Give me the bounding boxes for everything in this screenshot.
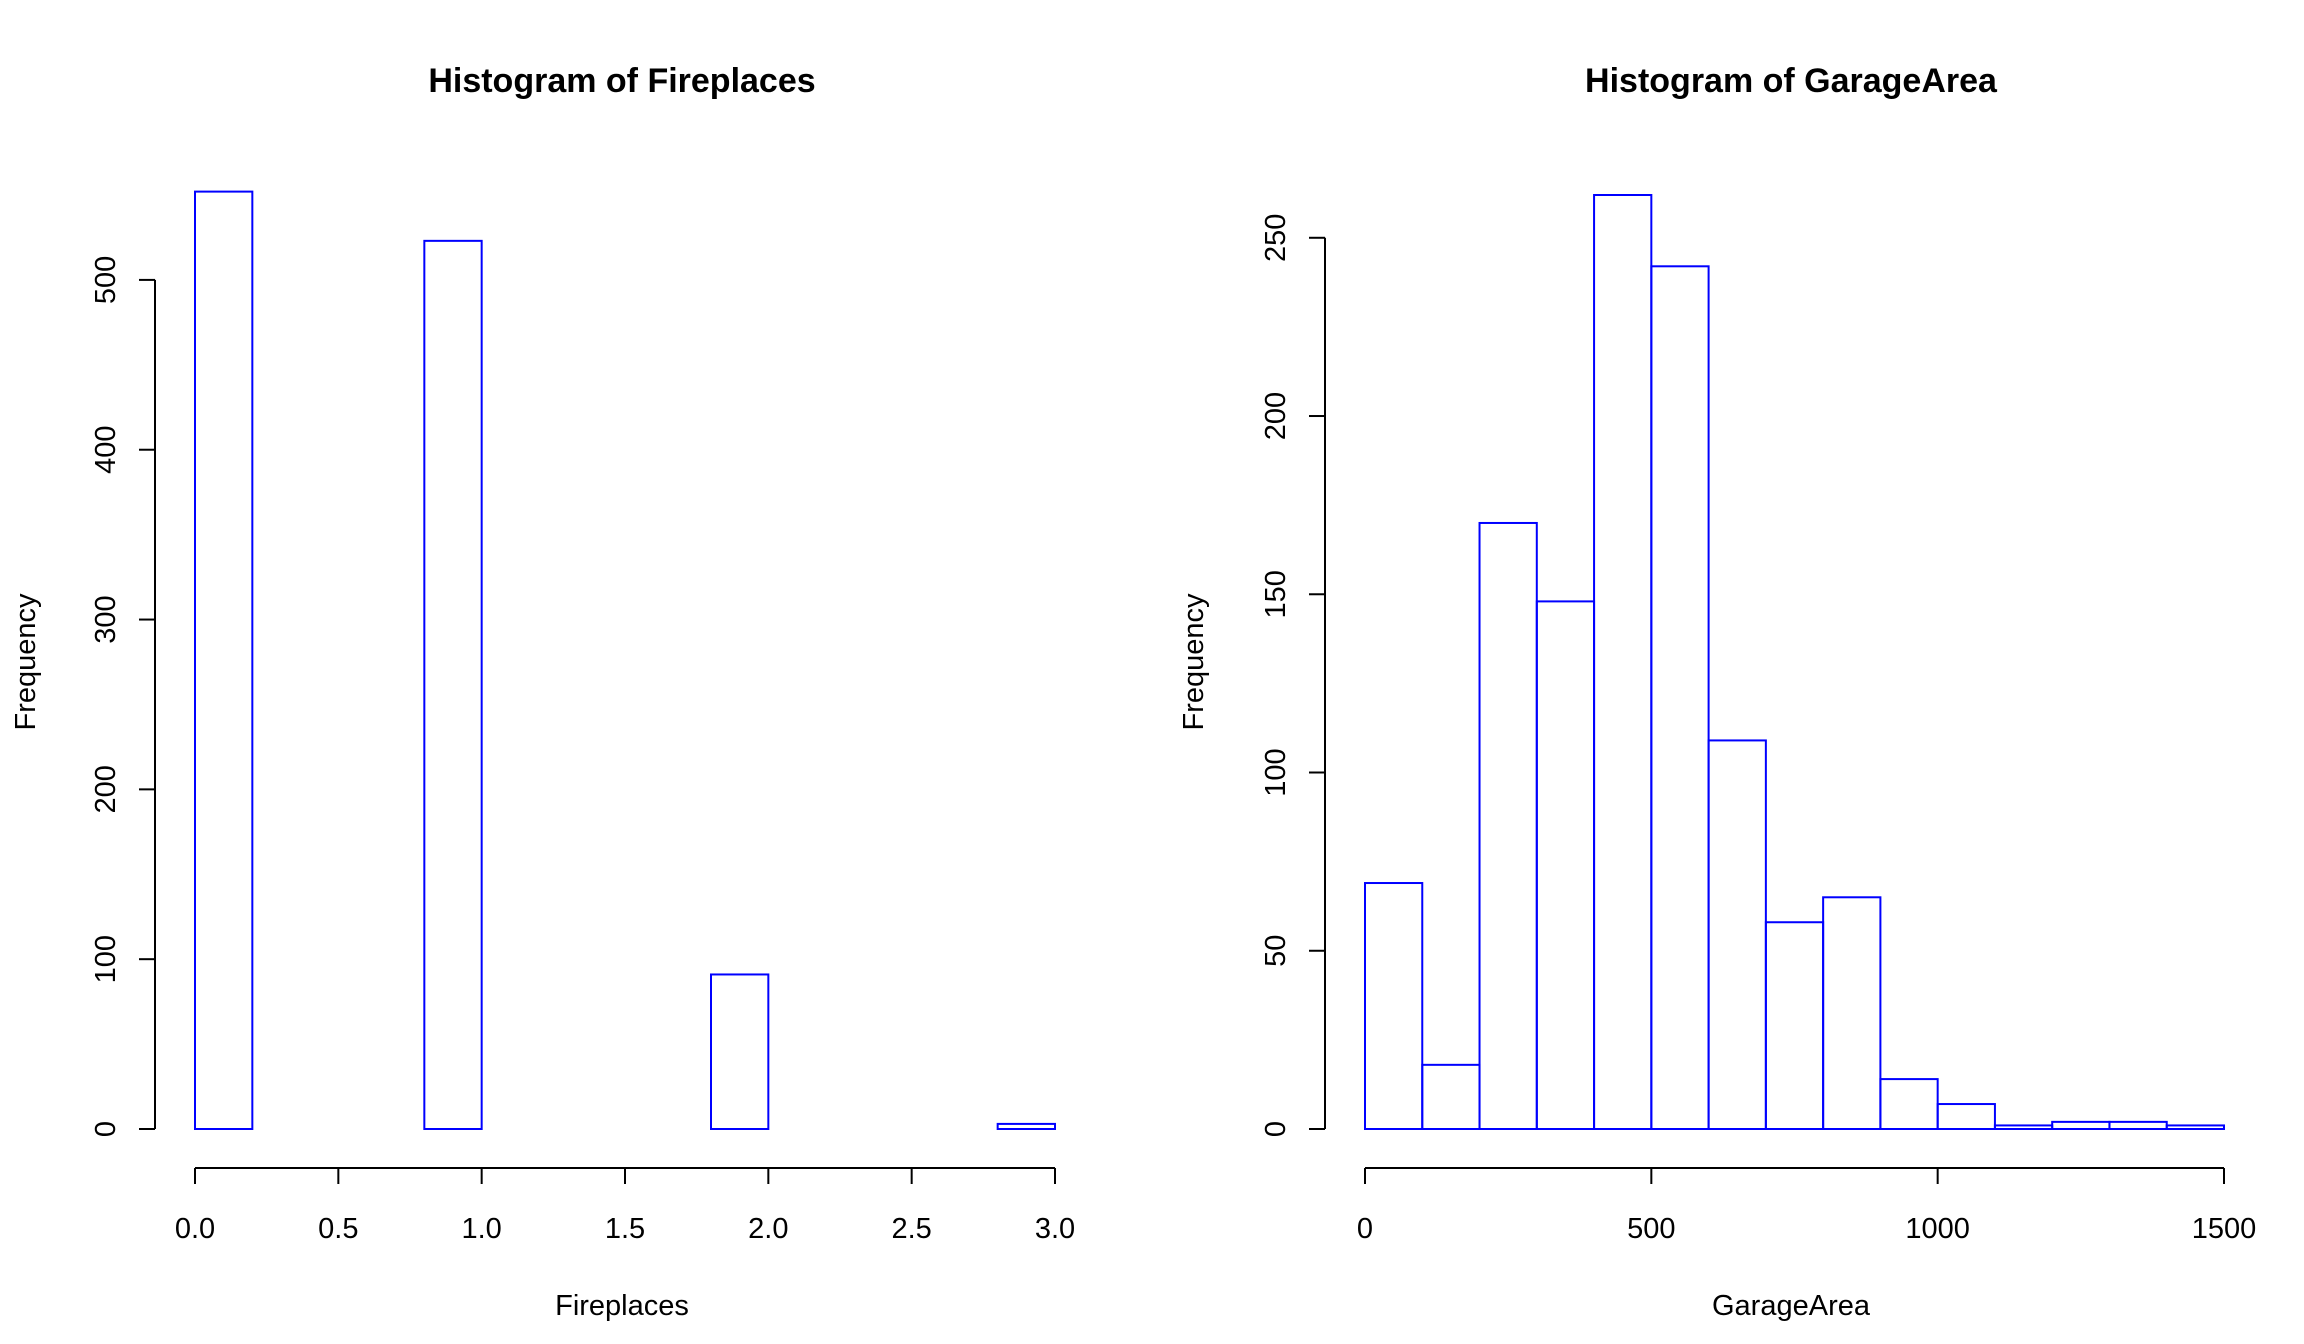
x-tick-label: 1500	[2192, 1213, 2257, 1245]
x-axis-label: Fireplaces	[555, 1290, 689, 1322]
histogram-bar	[1764, 921, 1825, 1130]
y-tick-label: 0	[90, 1121, 122, 1137]
y-axis-label: Frequency	[1178, 593, 1210, 731]
chart-title: Histogram of Fireplaces	[428, 62, 815, 100]
histogram-bar	[2051, 1120, 2111, 1131]
x-tick-label: 1000	[1905, 1213, 1970, 1245]
x-axis: 0 500 1000 1500	[1357, 1167, 2257, 1245]
histogram-bar	[1822, 896, 1882, 1131]
y-tick-label: 250	[1260, 214, 1292, 262]
x-tick-label: 0.0	[175, 1213, 215, 1245]
histogram-bar	[996, 1122, 1057, 1130]
fireplaces-histogram-panel: Histogram of Fireplaces Fireplaces Frequ…	[10, 62, 1075, 1322]
histogram-bar	[194, 190, 254, 1130]
y-tick-label: 200	[1260, 392, 1292, 440]
histogram-bar	[1364, 882, 1424, 1130]
y-tick-label: 400	[90, 426, 122, 474]
histogram-bar	[1593, 194, 1653, 1130]
histogram-bar	[423, 239, 483, 1131]
x-axis-label: GarageArea	[1712, 1290, 1871, 1322]
histogram-bar	[1936, 1103, 1996, 1130]
y-tick-label: 50	[1260, 935, 1292, 967]
y-axis: 0 100 200 300 400 500	[90, 256, 156, 1137]
histogram-bar	[1650, 265, 1710, 1130]
y-tick-label: 200	[90, 765, 122, 813]
histogram-bar	[1879, 1078, 1939, 1130]
y-tick-label: 0	[1260, 1121, 1292, 1137]
garagearea-histogram-panel: Histogram of GarageArea GarageArea Frequ…	[1178, 62, 2256, 1322]
y-tick-label: 100	[1260, 748, 1292, 796]
chart-title: Histogram of GarageArea	[1585, 62, 1998, 100]
histogram-bar	[710, 973, 770, 1130]
y-tick-label: 150	[1260, 570, 1292, 618]
bars	[1364, 194, 2226, 1131]
x-tick-label: 0.5	[318, 1213, 358, 1245]
x-tick-label: 1.0	[462, 1213, 502, 1245]
y-tick-label: 100	[90, 935, 122, 983]
y-axis-label: Frequency	[10, 593, 42, 731]
histogram-bar	[2165, 1124, 2226, 1130]
x-tick-label: 0	[1357, 1213, 1373, 1245]
histogram-bar	[1421, 1063, 1481, 1130]
x-tick-label: 2.0	[748, 1213, 788, 1245]
histogram-bar	[1535, 600, 1596, 1130]
x-axis: 0.0 0.5 1.0 1.5 2.0 2.5 3.0	[175, 1167, 1075, 1245]
x-tick-label: 500	[1627, 1213, 1675, 1245]
x-tick-label: 1.5	[605, 1213, 645, 1245]
bars	[194, 190, 1057, 1131]
x-tick-label: 3.0	[1035, 1213, 1075, 1245]
y-tick-label: 300	[90, 595, 122, 643]
histogram-bar	[1478, 521, 1538, 1130]
y-axis: 0 50 100 150 200 250	[1260, 214, 1326, 1137]
x-tick-label: 2.5	[892, 1213, 932, 1245]
y-tick-label: 500	[90, 256, 122, 304]
histogram-bar	[1993, 1124, 2054, 1130]
histogram-bar	[2108, 1120, 2168, 1131]
histogram-bar	[1707, 739, 1767, 1130]
